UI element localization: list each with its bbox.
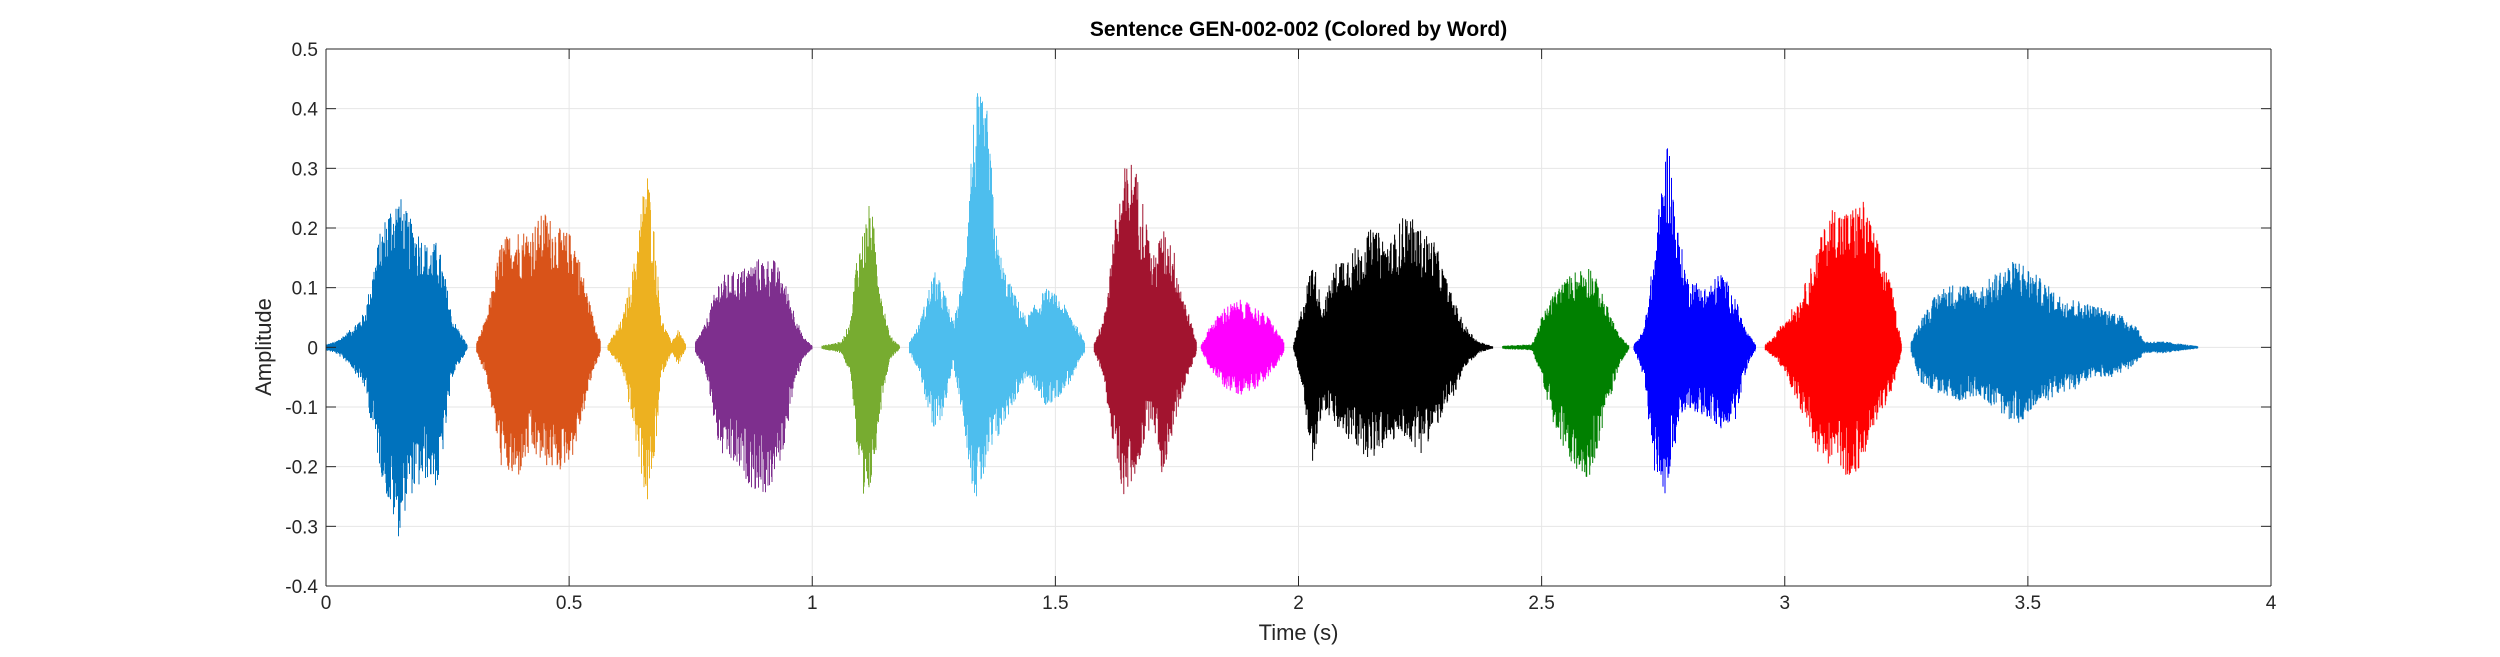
- y-tick-label: -0.3: [285, 517, 318, 538]
- word-segment-4: [695, 259, 813, 493]
- y-tick-label: 0: [307, 338, 318, 359]
- y-tick-label: -0.4: [285, 577, 318, 598]
- y-axis-label: Amplitude: [251, 298, 276, 396]
- axes-layer: [325, 48, 2272, 587]
- word-segment-12: [1764, 201, 1902, 475]
- x-tick-label: 3: [1779, 593, 1790, 614]
- waveform-layer: [325, 93, 2199, 537]
- y-tick-label: 0.2: [292, 219, 318, 240]
- word-segment-2: [476, 214, 601, 475]
- word-segment-3: [607, 178, 686, 500]
- x-tick-label: 3.5: [2015, 593, 2041, 614]
- y-tick-label: -0.2: [285, 458, 318, 479]
- x-tick-label: 1: [807, 593, 818, 614]
- x-tick-label: 2.5: [1528, 593, 1554, 614]
- word-segment-10: [1502, 269, 1630, 477]
- y-tick-label: 0.1: [292, 279, 318, 300]
- x-tick-label: 2: [1293, 593, 1304, 614]
- x-tick-label: 0: [321, 593, 332, 614]
- x-tick-label: 0.5: [556, 593, 582, 614]
- y-tick-label: 0.4: [292, 100, 319, 121]
- x-tick-label: 4: [2266, 593, 2277, 614]
- x-tick-label: 1.5: [1042, 593, 1068, 614]
- word-segment-1: [325, 199, 468, 537]
- word-segment-5: [821, 206, 900, 494]
- y-tick-label: -0.1: [285, 398, 318, 419]
- word-segment-11: [1633, 148, 1756, 494]
- word-segment-13: [1910, 262, 2199, 423]
- x-axis-label: Time (s): [1258, 620, 1339, 645]
- word-segment-6: [909, 93, 1085, 497]
- chart-title: Sentence GEN-002-002 (Colored by Word): [1089, 18, 1508, 41]
- word-segment-7: [1093, 164, 1197, 495]
- word-segment-8: [1200, 299, 1285, 395]
- word-segment-9: [1293, 218, 1494, 461]
- y-tick-label: 0.3: [292, 159, 318, 180]
- y-tick-label: 0.5: [292, 40, 318, 61]
- tick-labels-layer: 0 0.5 1 1.5 2 2.5 3 3.5 4 -0.4 -0.3 -0.2 -0.1 0 0.1 0.2…: [285, 40, 2276, 614]
